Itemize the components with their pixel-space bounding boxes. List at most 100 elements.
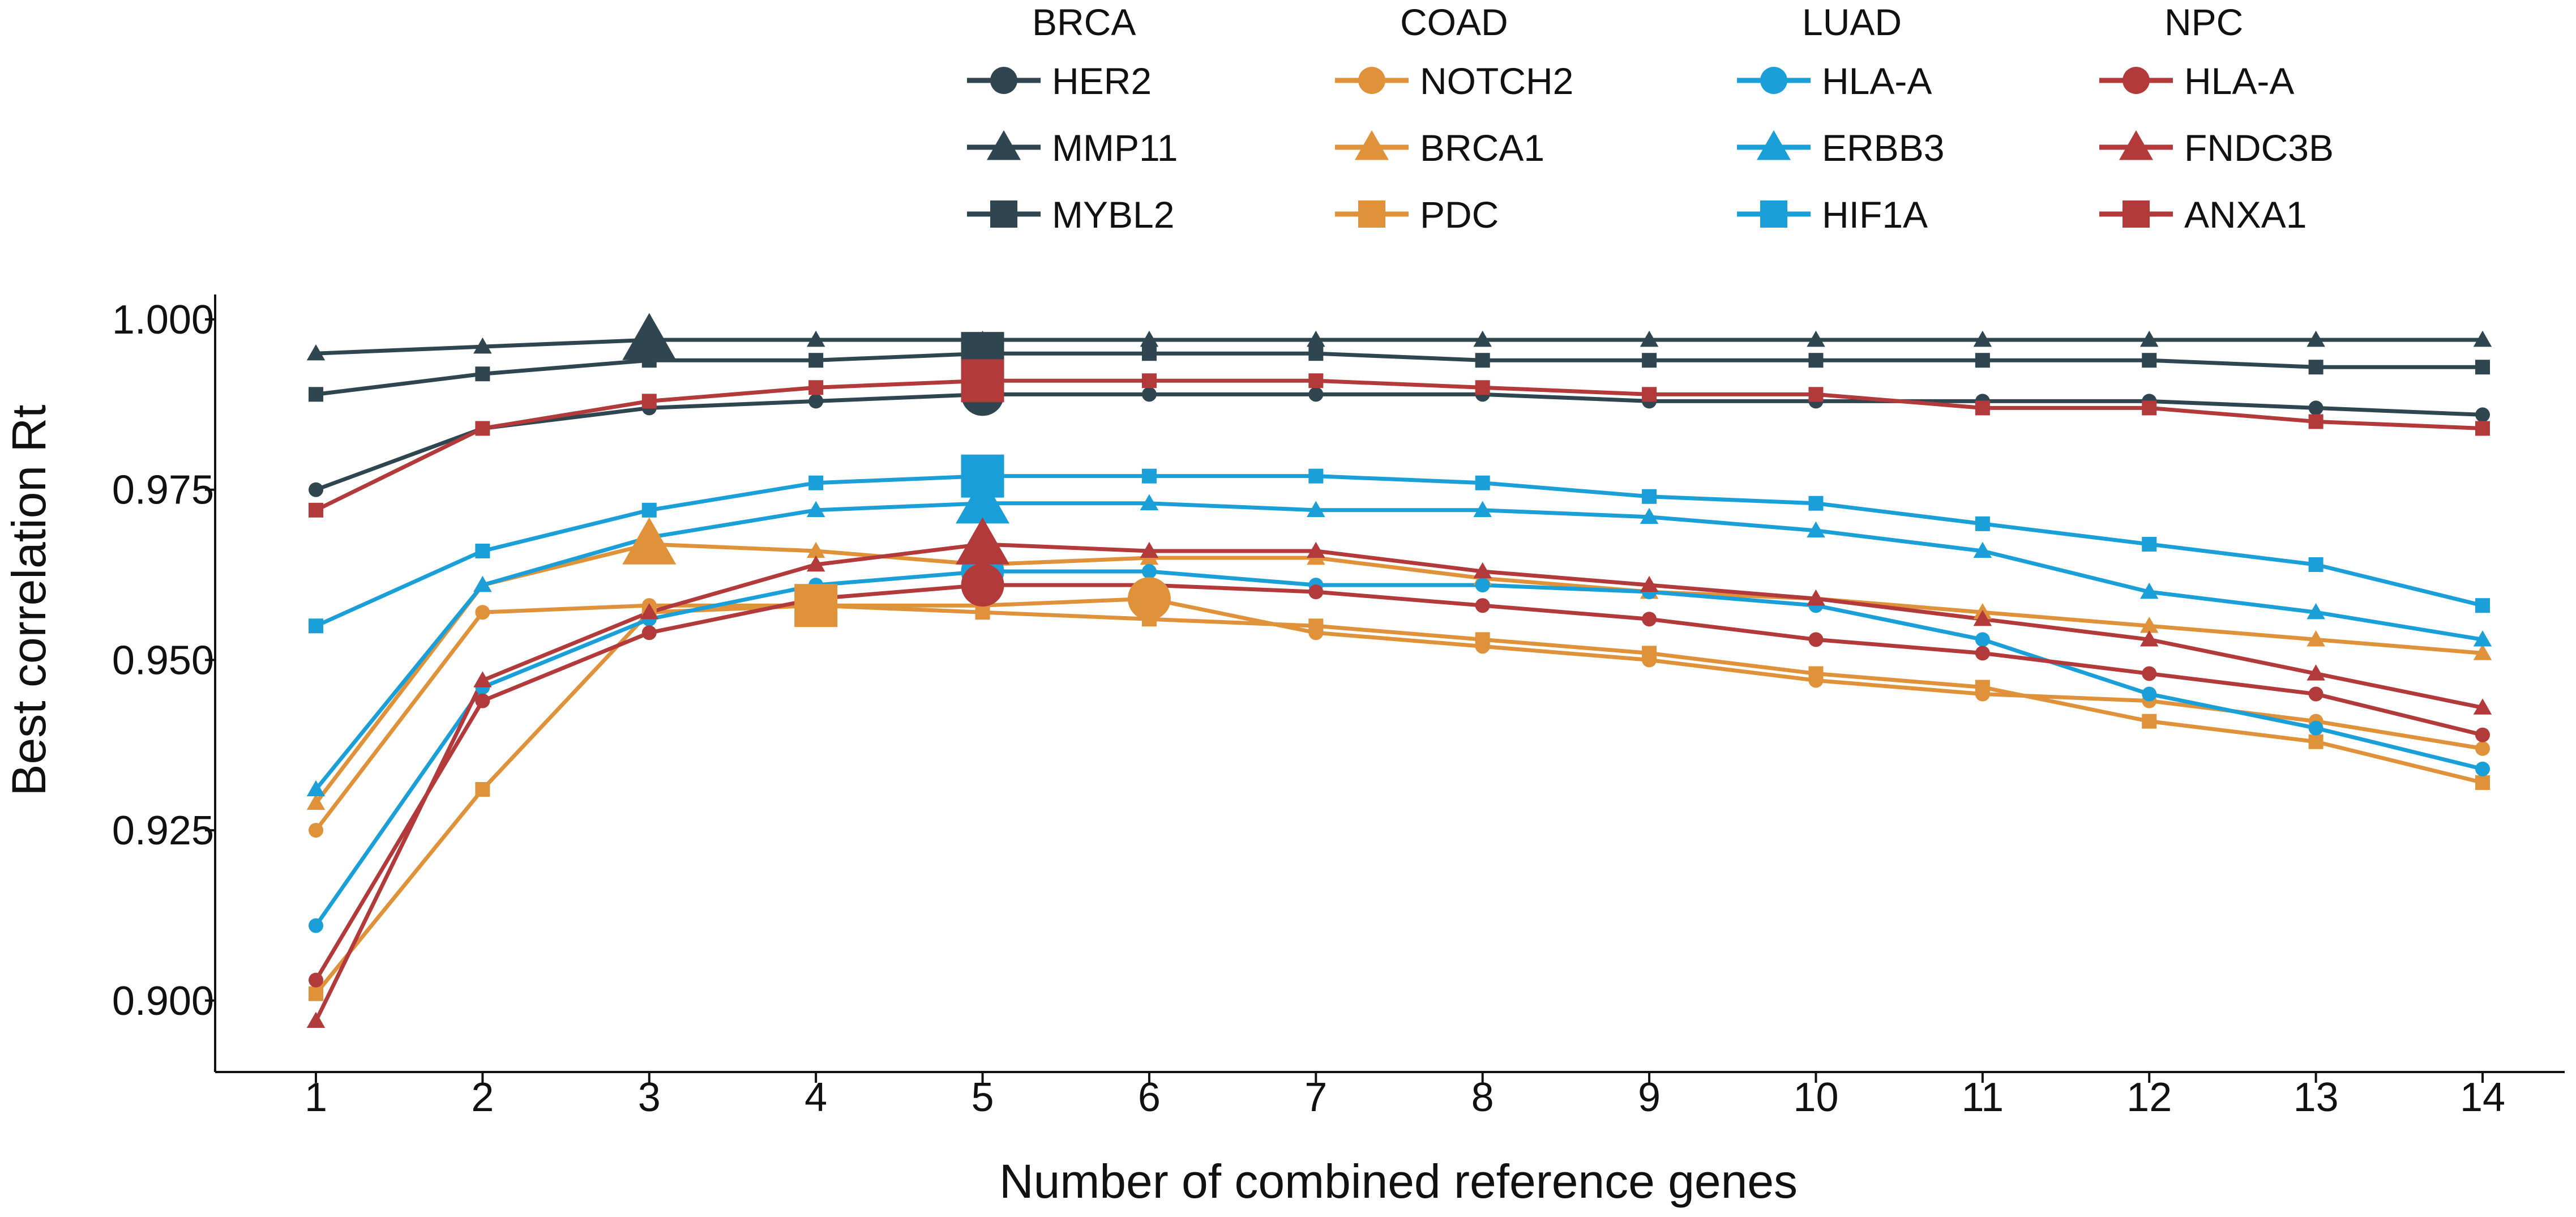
series-line-coad-pdc — [314, 603, 2483, 995]
data-point — [1307, 501, 1325, 517]
data-point — [475, 782, 490, 797]
data-point — [2142, 686, 2157, 702]
data-point — [309, 387, 323, 402]
data-point — [1808, 666, 1824, 681]
data-point — [2473, 698, 2492, 715]
data-point — [1640, 507, 1659, 524]
data-point — [2308, 400, 2323, 416]
legend-marker — [990, 200, 1017, 228]
legend-marker — [2123, 67, 2150, 94]
legend-group-title: NPC — [2164, 1, 2243, 43]
data-point — [1141, 346, 1157, 361]
data-point — [309, 482, 323, 497]
data-point — [1640, 575, 1659, 592]
legend: BRCA HER2 MMP11 MYBL2 COAD NOTCH2 BRCA1 PDC LUAD… — [967, 1, 2334, 236]
x-tick-label: 3 — [638, 1075, 661, 1120]
legend-marker — [1760, 200, 1787, 228]
data-point — [1642, 612, 1657, 627]
data-point — [2307, 630, 2325, 647]
data-point — [2139, 330, 2159, 347]
y-tick-label: 1.000 — [112, 297, 214, 343]
best-point-marker — [956, 517, 1010, 565]
data-point — [473, 671, 492, 688]
data-point — [1973, 541, 1992, 558]
data-point — [2139, 617, 2159, 633]
data-point — [473, 337, 492, 354]
x-tick-label: 9 — [1638, 1075, 1661, 1120]
data-point — [309, 618, 323, 634]
data-point — [2307, 664, 2325, 681]
x-ticks: 1 2 3 4 5 6 7 8 9 10 11 12 13 14 — [305, 1072, 2505, 1120]
data-point — [1975, 632, 1990, 647]
data-point — [806, 555, 825, 572]
legend-label: BRCA1 — [1420, 127, 1544, 169]
data-point — [1473, 330, 1492, 347]
data-point — [1308, 346, 1324, 361]
data-point — [309, 986, 323, 1001]
data-point — [1475, 598, 1490, 613]
data-point — [641, 625, 657, 640]
y-tick-label: 0.975 — [112, 468, 214, 513]
data-point — [1140, 330, 1159, 347]
data-point — [2475, 775, 2490, 790]
data-point — [2142, 666, 2157, 681]
data-point — [1975, 353, 1990, 368]
y-tick-label: 0.900 — [112, 979, 214, 1024]
x-tick-label: 12 — [2126, 1075, 2172, 1120]
data-point — [2475, 761, 2490, 776]
best-point-marker — [622, 313, 677, 360]
data-point — [2308, 414, 2323, 429]
data-point — [1808, 387, 1824, 402]
x-tick-label: 4 — [805, 1075, 827, 1120]
data-point — [2475, 360, 2490, 375]
x-tick-label: 10 — [1793, 1075, 1838, 1120]
legend-label: HER2 — [1052, 60, 1152, 102]
series-line-luad-hif1a — [315, 474, 2483, 628]
series-lines — [314, 338, 2483, 1022]
data-point — [1807, 521, 1825, 538]
data-point — [2475, 741, 2490, 756]
x-tick-label: 7 — [1304, 1075, 1327, 1120]
data-point — [475, 421, 490, 436]
data-point — [1308, 387, 1324, 402]
data-point — [1973, 330, 1992, 347]
legend-label: ANXA1 — [2184, 194, 2307, 236]
data-point — [2308, 360, 2323, 375]
legend-label: HLA-A — [1822, 60, 1932, 102]
x-tick-label: 1 — [305, 1075, 327, 1120]
y-tick-label: 0.950 — [112, 638, 214, 683]
series-line-npc-hla-a — [314, 583, 2483, 981]
data-point — [2308, 686, 2323, 702]
series-line-brca-mmp11 — [315, 338, 2483, 356]
data-point — [1642, 646, 1657, 661]
data-point — [1307, 541, 1325, 558]
data-point — [808, 475, 824, 490]
data-point — [1642, 353, 1657, 368]
highlight-markers — [622, 313, 1171, 627]
data-point — [2475, 421, 2490, 436]
data-point — [306, 344, 326, 361]
legend-label: NOTCH2 — [1420, 60, 1573, 102]
legend-marker — [1358, 67, 1385, 94]
data-point — [475, 543, 490, 558]
data-point — [1640, 330, 1659, 347]
data-point — [808, 353, 824, 368]
data-point — [1140, 541, 1159, 558]
legend-marker — [987, 130, 1021, 160]
x-tick-label: 6 — [1138, 1075, 1161, 1120]
data-point — [2307, 330, 2325, 347]
data-point — [806, 330, 825, 347]
series-line-luad-hla-a — [314, 569, 2483, 927]
series-line-brca-her2 — [315, 392, 2483, 492]
best-point-marker — [1127, 577, 1171, 621]
legend-marker — [1760, 67, 1787, 94]
data-point — [1975, 516, 1990, 531]
x-tick-label: 2 — [471, 1075, 494, 1120]
series-markers — [306, 330, 2492, 1028]
legend-marker — [1757, 130, 1791, 160]
data-point — [1973, 609, 1992, 626]
data-point — [2308, 734, 2323, 749]
legend-label: PDC — [1420, 194, 1499, 236]
data-point — [306, 780, 326, 797]
